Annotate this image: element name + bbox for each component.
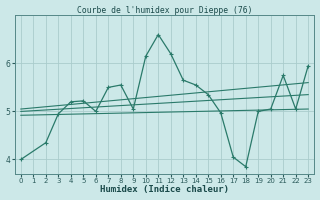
Title: Courbe de l'humidex pour Dieppe (76): Courbe de l'humidex pour Dieppe (76)	[77, 6, 252, 15]
X-axis label: Humidex (Indice chaleur): Humidex (Indice chaleur)	[100, 185, 229, 194]
